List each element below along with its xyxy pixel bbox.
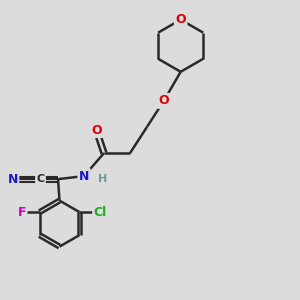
Text: O: O: [176, 13, 186, 26]
Text: N: N: [79, 169, 89, 183]
Text: C: C: [36, 174, 45, 184]
Text: Cl: Cl: [94, 206, 107, 219]
Text: N: N: [8, 172, 18, 186]
Text: O: O: [158, 94, 169, 107]
Text: H: H: [98, 174, 108, 184]
Text: O: O: [91, 124, 102, 136]
Text: F: F: [18, 206, 26, 219]
